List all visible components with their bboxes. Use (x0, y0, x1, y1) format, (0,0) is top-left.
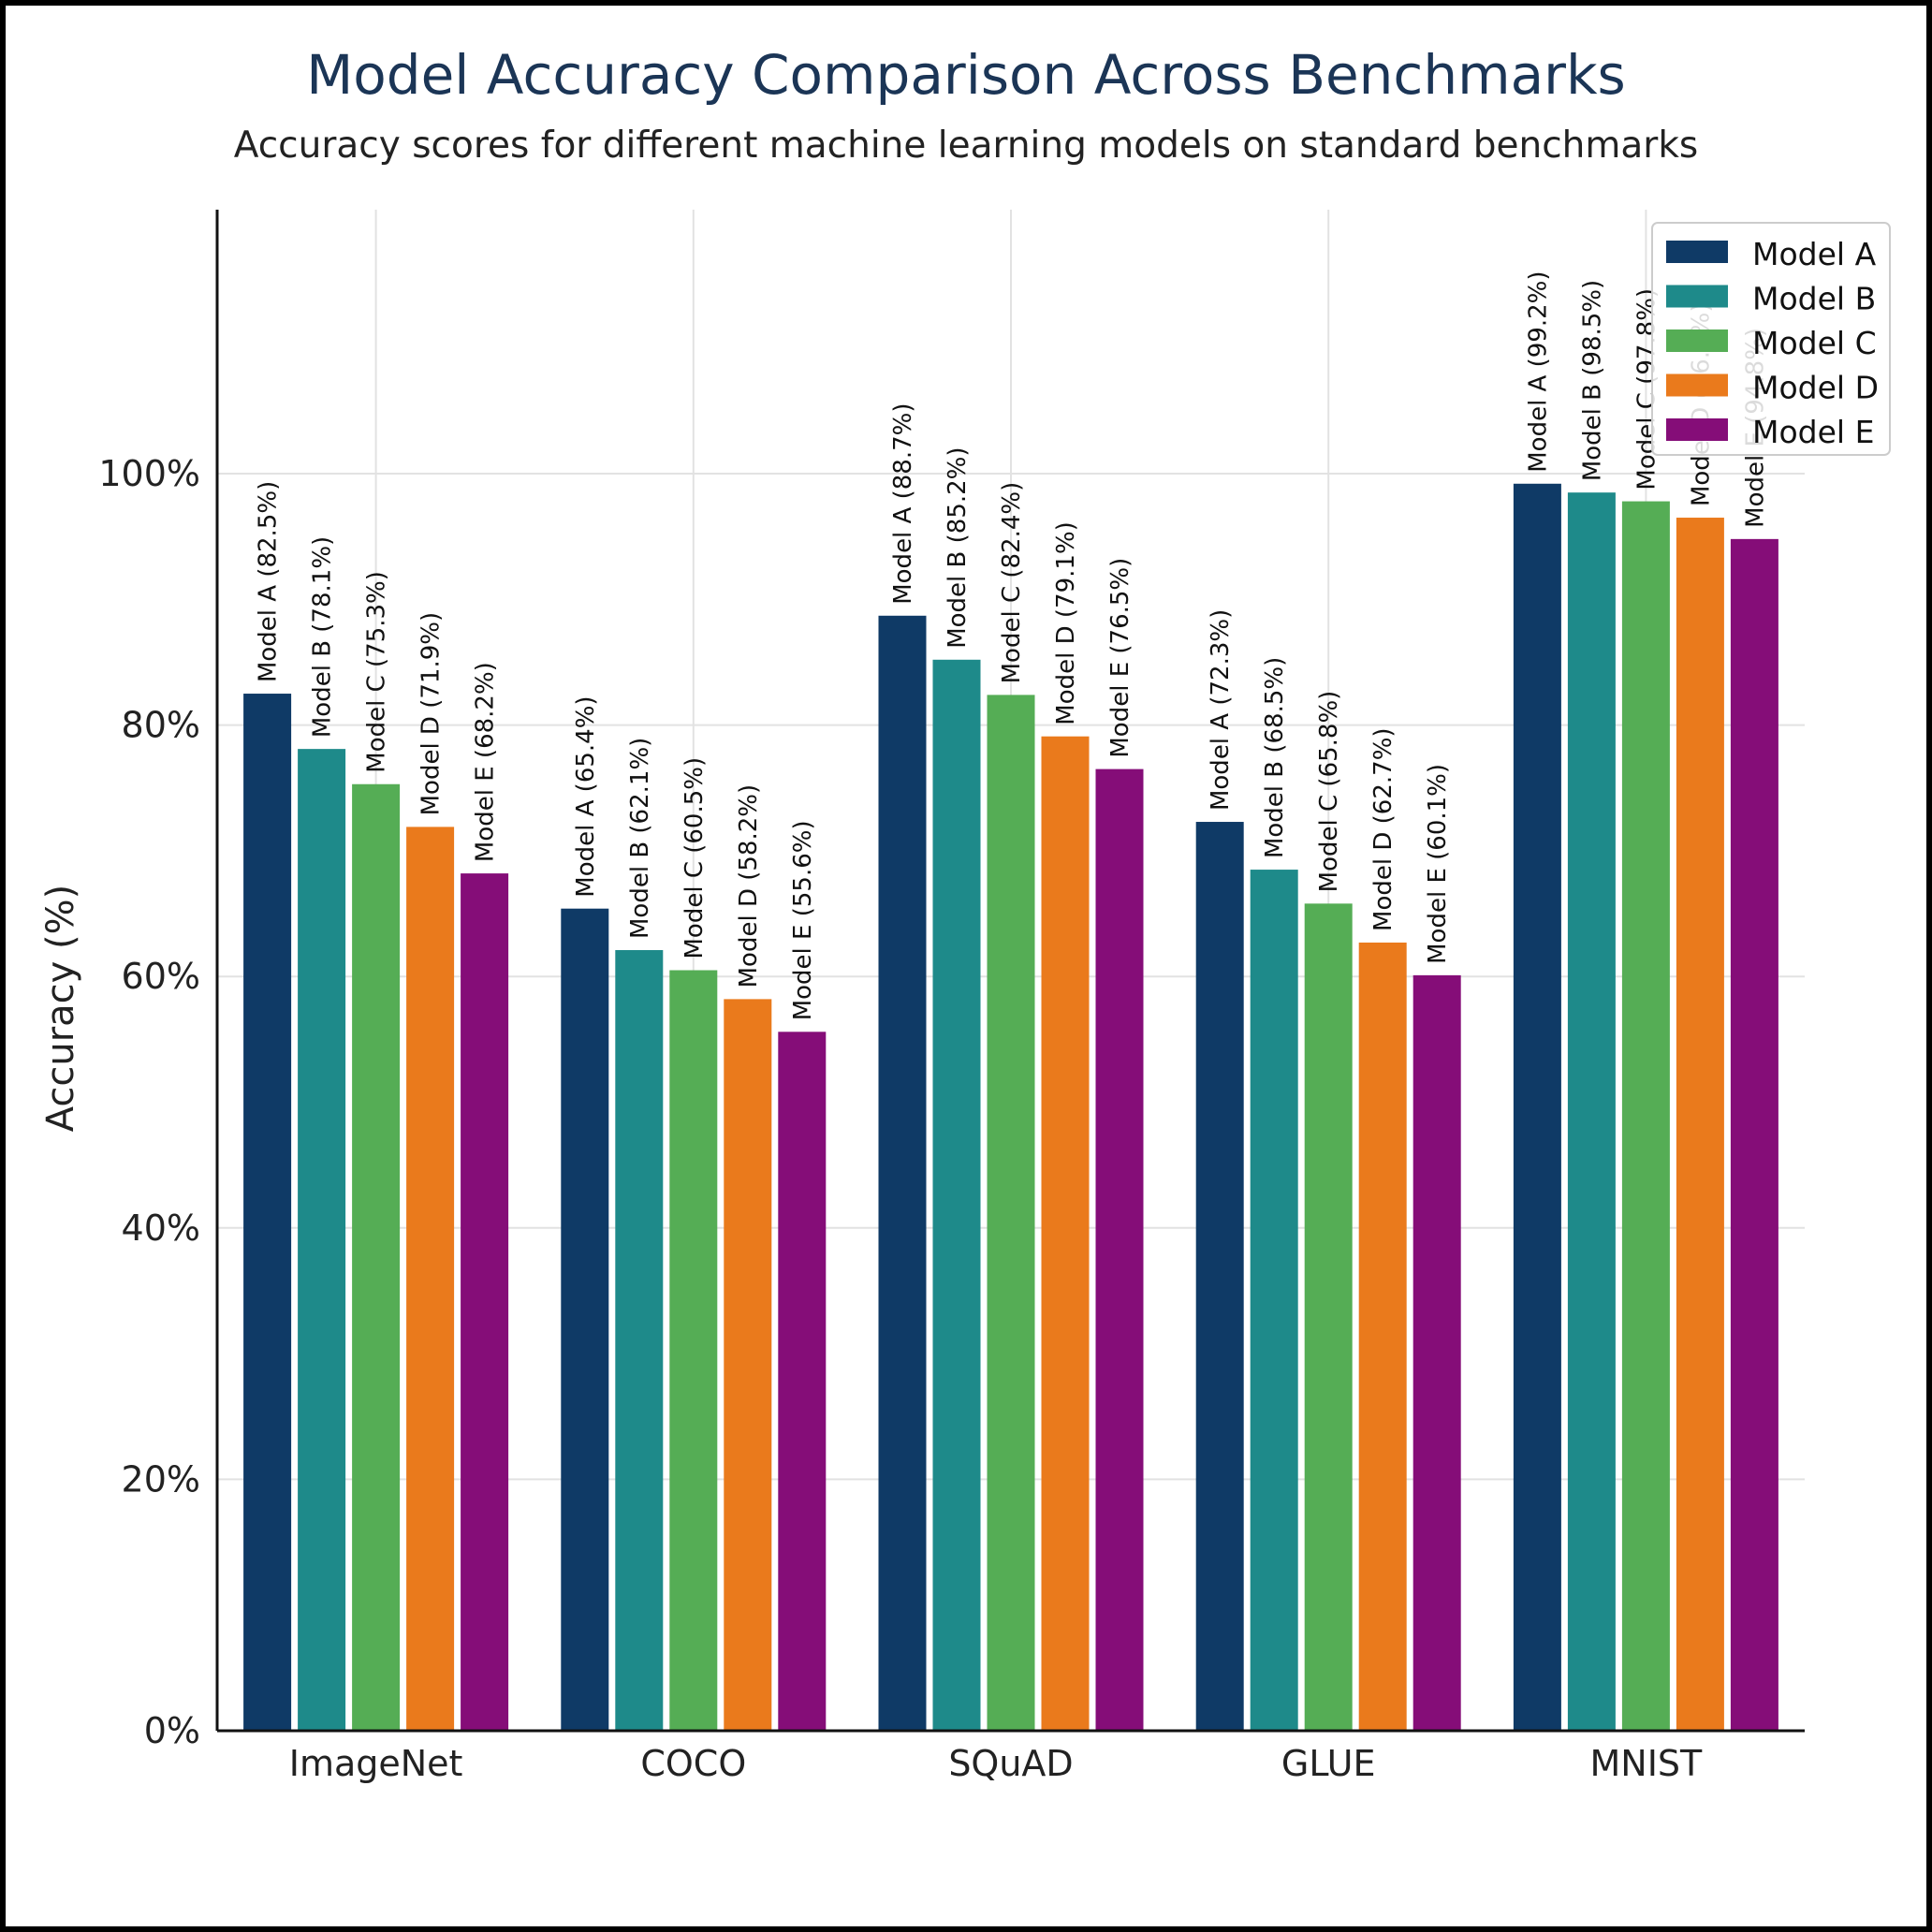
x-tick-label: GLUE (1281, 1743, 1376, 1784)
bar (1195, 822, 1244, 1731)
data-label: Model C (65.8%) (1315, 691, 1343, 893)
bar (1730, 538, 1778, 1731)
bar (724, 999, 772, 1731)
y-tick-label: 60% (122, 956, 200, 997)
data-label: Model B (68.5%) (1261, 657, 1289, 858)
x-tick-label: MNIST (1590, 1743, 1704, 1784)
bar (1250, 870, 1298, 1731)
bar (561, 908, 609, 1731)
data-label: Model B (85.2%) (944, 446, 972, 648)
bar (1358, 942, 1407, 1731)
data-label: Model A (99.2%) (1524, 271, 1552, 473)
bar (1095, 768, 1144, 1731)
data-label: Model B (78.1%) (309, 536, 337, 738)
bar (1304, 903, 1353, 1731)
data-label: Model E (55.6%) (789, 820, 817, 1020)
legend-swatch (1666, 418, 1728, 441)
legend-label: Model B (1752, 281, 1876, 317)
bar-chart: Model Accuracy Comparison Across Benchma… (39, 43, 1891, 1784)
chart-title: Model Accuracy Comparison Across Benchma… (306, 43, 1626, 107)
data-label: Model C (82.4%) (998, 482, 1026, 684)
legend-label: Model E (1752, 414, 1874, 450)
x-tick-label: SQuAD (948, 1743, 1073, 1784)
x-tick-label: COCO (640, 1743, 746, 1784)
bar (878, 615, 927, 1731)
bar (406, 827, 455, 1731)
bar (243, 694, 292, 1732)
bar (1621, 501, 1670, 1731)
bar (987, 695, 1035, 1731)
legend-swatch (1666, 329, 1728, 352)
data-label: Model D (58.2%) (735, 784, 763, 988)
data-label: Model B (62.1%) (626, 738, 654, 939)
bar (778, 1032, 827, 1731)
data-label: Model B (98.5%) (1578, 280, 1606, 481)
legend-swatch (1666, 285, 1728, 308)
bar (1513, 483, 1561, 1732)
chart-subtitle: Accuracy scores for different machine le… (234, 124, 1698, 167)
data-label: Model A (82.5%) (255, 481, 283, 682)
data-label: Model D (79.1%) (1052, 521, 1080, 725)
x-tick-label: ImageNet (289, 1743, 463, 1784)
bar (669, 970, 718, 1731)
bar (1412, 974, 1461, 1731)
y-axis-label: Accuracy (%) (39, 885, 82, 1133)
bar (461, 873, 509, 1731)
data-label: Model E (68.2%) (472, 662, 500, 862)
legend-box (1651, 222, 1891, 456)
data-label: Model A (65.4%) (572, 695, 600, 897)
y-tick-label: 100% (98, 453, 200, 494)
legend-label: Model D (1752, 370, 1879, 406)
data-label: Model D (62.7%) (1369, 727, 1398, 931)
legend-swatch (1666, 373, 1728, 397)
y-tick-label: 0% (144, 1710, 200, 1751)
bar (1567, 492, 1616, 1731)
bar (615, 950, 664, 1731)
legend-label: Model A (1752, 236, 1877, 272)
data-label: Model D (71.9%) (417, 612, 446, 816)
bar (1041, 736, 1090, 1732)
y-tick-label: 20% (122, 1458, 200, 1500)
y-tick-label: 40% (122, 1208, 200, 1249)
data-label: Model E (76.5%) (1106, 558, 1134, 758)
data-label: Model A (72.3%) (1207, 609, 1235, 811)
legend-swatch (1666, 241, 1728, 263)
data-label: Model E (60.1%) (1424, 764, 1452, 964)
bar (1676, 518, 1724, 1731)
chart-container: Model Accuracy Comparison Across Benchma… (6, 6, 1926, 1926)
legend-label: Model C (1752, 325, 1877, 361)
bar (932, 659, 981, 1731)
bar (352, 783, 401, 1731)
data-label: Model A (88.7%) (889, 403, 917, 605)
bar (298, 749, 346, 1731)
data-label: Model C (60.5%) (681, 757, 709, 959)
y-tick-label: 80% (122, 705, 200, 746)
data-label: Model C (75.3%) (363, 571, 391, 773)
